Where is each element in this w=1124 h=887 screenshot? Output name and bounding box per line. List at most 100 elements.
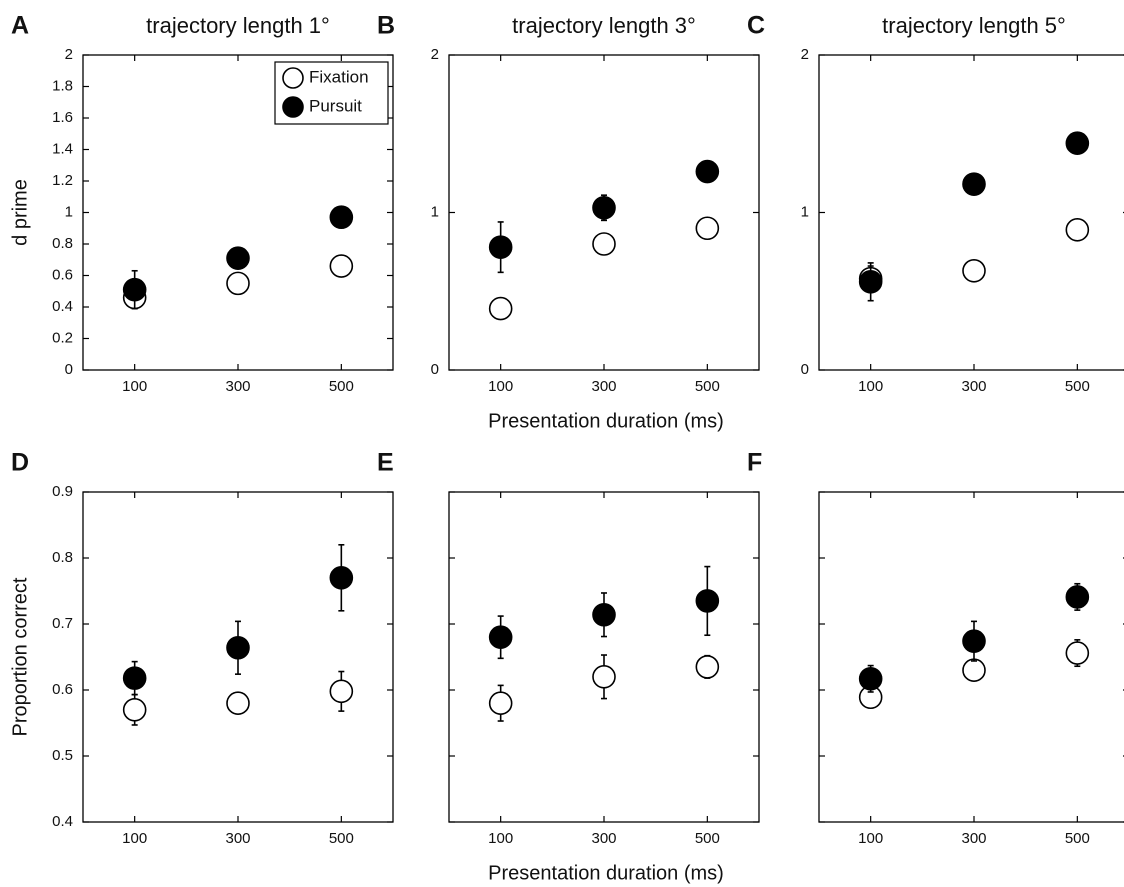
x-tick-label: 500: [695, 830, 720, 847]
panel-label: B: [377, 12, 395, 40]
y-tick-label: 0: [801, 361, 809, 378]
marker: [488, 691, 513, 716]
y-tick-label: 2: [65, 46, 73, 63]
y-tick-label: 2: [431, 46, 439, 63]
x-tick-label: 100: [858, 378, 883, 395]
x-tick-label: 500: [1065, 830, 1090, 847]
y-tick-label: 0.8: [52, 235, 73, 252]
marker: [488, 625, 513, 650]
y-tick-label: 0.5: [52, 747, 73, 764]
x-tick-label: 300: [591, 378, 616, 395]
marker: [226, 271, 250, 296]
panel: D Proportion correct 0.4 0.5 0.6 0.7 0.8 0.9 100…: [9, 449, 394, 847]
marker: [122, 277, 147, 302]
marker: [329, 679, 354, 704]
marker: [226, 691, 250, 716]
marker: [962, 258, 986, 283]
panel-label: A: [11, 12, 29, 40]
marker: [329, 254, 354, 278]
marker: [592, 664, 616, 689]
y-tick-label: 0.6: [52, 266, 73, 283]
panel-label: C: [747, 12, 765, 40]
y-tick-label: 0.9: [52, 483, 73, 500]
y-tick-label: 1: [65, 203, 73, 220]
marker: [592, 602, 616, 627]
x-tick-label: 300: [591, 830, 616, 847]
marker: [488, 296, 513, 321]
y-tick-label: 0: [65, 361, 73, 378]
y-axis-label: d prime: [9, 179, 31, 246]
marker: [858, 269, 883, 294]
y-tick-label: 0.7: [52, 615, 73, 632]
x-tick-label: 100: [122, 830, 147, 847]
marker: [962, 658, 986, 683]
marker: [962, 629, 986, 653]
x-tick-label: 300: [225, 378, 250, 395]
marker: [122, 697, 147, 722]
marker: [488, 235, 513, 259]
legend-marker: [282, 96, 304, 118]
y-tick-label: 0.2: [52, 329, 73, 346]
y-tick-label: 0.8: [52, 549, 73, 566]
panel-title: trajectory length 1°: [146, 13, 330, 38]
y-tick-label: 2: [801, 46, 809, 63]
x-axis-label: Presentation duration (ms): [488, 862, 724, 884]
y-tick-label: 0: [431, 361, 439, 378]
plot-frame: [818, 54, 1124, 371]
y-tick-label: 1.8: [52, 77, 73, 94]
panel: E Presentation duration (ms) 100 300 500: [377, 449, 760, 884]
marker: [592, 232, 616, 256]
y-tick-label: 0.6: [52, 681, 73, 698]
marker: [226, 246, 250, 270]
marker: [695, 589, 720, 613]
x-tick-label: 100: [858, 830, 883, 847]
x-tick-label: 500: [329, 378, 354, 395]
x-tick-label: 500: [329, 830, 354, 847]
y-tick-label: 1: [801, 203, 809, 220]
marker: [858, 666, 883, 691]
marker: [329, 205, 354, 230]
marker: [962, 172, 986, 196]
x-tick-label: 300: [961, 378, 986, 395]
marker: [122, 666, 147, 690]
legend: Fixation Pursuit: [274, 61, 389, 125]
y-tick-label: 0.4: [52, 813, 73, 830]
marker: [695, 216, 720, 241]
marker: [226, 635, 250, 660]
panel-title: trajectory length 3°: [512, 13, 696, 38]
panel-label: F: [747, 449, 762, 477]
panel-label: D: [11, 449, 29, 477]
y-tick-label: 1.6: [52, 109, 73, 126]
y-tick-label: 1: [431, 203, 439, 220]
marker: [1065, 641, 1090, 665]
marker: [1065, 585, 1090, 609]
marker: [1065, 218, 1090, 242]
marker: [329, 565, 354, 590]
marker: [695, 655, 720, 679]
legend-label: Pursuit: [309, 96, 362, 115]
legend-label: Fixation: [309, 67, 369, 86]
marker: [1065, 131, 1090, 155]
y-tick-label: 1.2: [52, 172, 73, 189]
legend-marker: [282, 67, 304, 89]
y-tick-label: 0.4: [52, 298, 73, 315]
x-tick-label: 300: [961, 830, 986, 847]
marker: [695, 159, 720, 184]
y-tick-label: 1.4: [52, 140, 73, 157]
x-tick-label: 100: [488, 378, 513, 395]
x-tick-label: 500: [695, 378, 720, 395]
marker: [592, 195, 616, 220]
y-axis-label: Proportion correct: [9, 577, 31, 736]
x-tick-label: 100: [122, 378, 147, 395]
panel: F 100 300 500: [747, 449, 1124, 847]
x-tick-label: 300: [225, 830, 250, 847]
x-tick-label: 100: [488, 830, 513, 847]
x-axis-label: Presentation duration (ms): [488, 410, 724, 432]
panel-title: trajectory length 5°: [882, 13, 1066, 38]
panel-label: E: [377, 449, 394, 477]
x-tick-label: 500: [1065, 378, 1090, 395]
